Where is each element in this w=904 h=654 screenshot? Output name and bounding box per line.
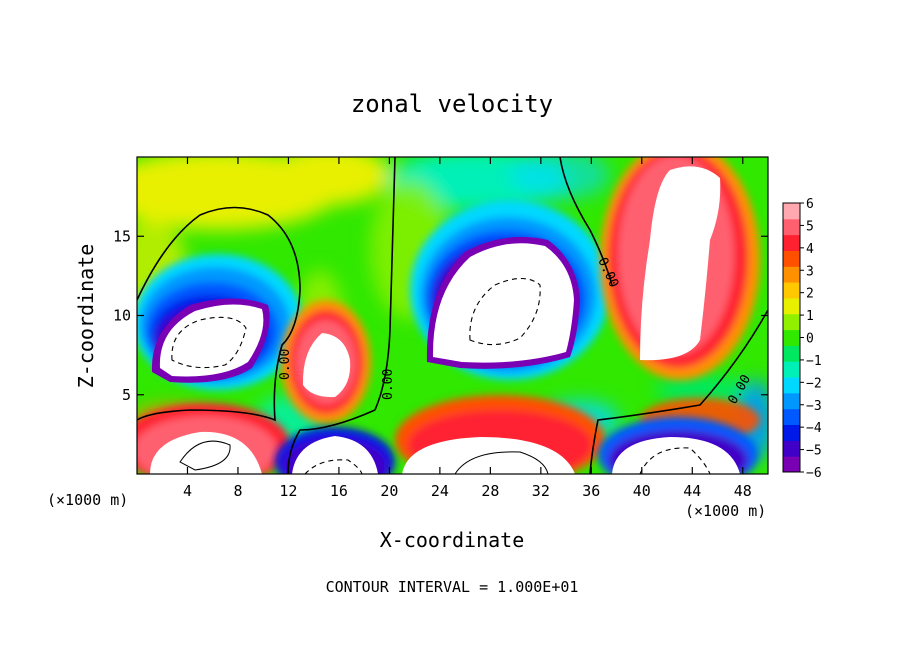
x-tick-label: 44 [683,482,701,500]
colorbar-swatch [783,361,800,378]
colorbar-swatch [783,203,800,220]
x-tick-label: 4 [183,482,192,500]
colorbar-swatch [783,408,800,426]
x-tick-label: 12 [279,482,297,500]
colorbar-tick-label: −2 [806,376,822,391]
colorbar-swatch [783,392,800,410]
colorbar-tick-label: −5 [806,444,822,459]
colorbar-tick-label: 3 [806,264,814,279]
x-tick-label: 24 [431,482,449,500]
colorbar-tick-label: −3 [806,399,822,414]
colorbar-tick-label: 6 [806,197,814,212]
colorbar-tick-label: 0 [806,332,814,347]
chart-title: zonal velocity [351,90,553,118]
x-unit-right: (×1000 m) [685,502,766,520]
x-axis-label: X-coordinate [380,528,525,552]
colorbar-swatch [783,297,800,315]
y-axis-label: Z-coordinate [74,244,98,389]
colorbar-swatch [783,313,800,331]
colorbar-swatch [783,440,800,457]
y-tick-label: 15 [113,227,131,245]
x-tick-label: 40 [633,482,651,500]
x-tick-label: 16 [330,482,348,500]
velocity-field: 0.00 0.00 0.00 0.00 [137,157,768,474]
colorbar-tick-label: −6 [806,466,822,481]
colorbar-swatch [783,377,800,394]
contour-interval-note: CONTOUR INTERVAL = 1.000E+01 [326,578,579,596]
colorbar-tick-label: 4 [806,242,814,257]
contour-label: 0.00 [381,369,396,400]
y-axis: 5 10 15 [113,227,768,404]
y-tick-label: 5 [122,386,131,404]
colorbar-swatch [783,282,800,299]
colorbar-tick-label: 5 [806,219,814,234]
colorbar-swatch [783,345,800,362]
colorbar-swatch [783,266,800,283]
colorbar: 6 5 4 3 2 1 0 −1 −2 −3 −4 −5 −6 [782,197,822,481]
x-tick-label: 8 [233,482,242,500]
contour-label: 0.00 [278,349,293,380]
x-unit-left: (×1000 m) [47,491,128,509]
colorbar-swatch [783,329,800,346]
colorbar-tick-label: −1 [806,354,822,369]
colorbar-tick-label: −4 [806,421,822,436]
colorbar-swatch [783,234,800,251]
colorbar-swatch [783,456,800,473]
colorbar-tick-label: 1 [806,309,814,324]
colorbar-swatch [783,218,800,236]
y-tick-label: 10 [113,307,131,325]
x-tick-label: 48 [734,482,752,500]
colorbar-swatch [783,250,800,267]
x-tick-label: 20 [380,482,398,500]
colorbar-swatch [783,424,800,441]
x-tick-label: 32 [532,482,550,500]
x-tick-label: 28 [481,482,499,500]
colorbar-tick-label: 2 [806,287,814,302]
x-axis: 4 8 12 16 20 24 28 32 36 40 44 48 [183,157,752,500]
x-tick-label: 36 [582,482,600,500]
